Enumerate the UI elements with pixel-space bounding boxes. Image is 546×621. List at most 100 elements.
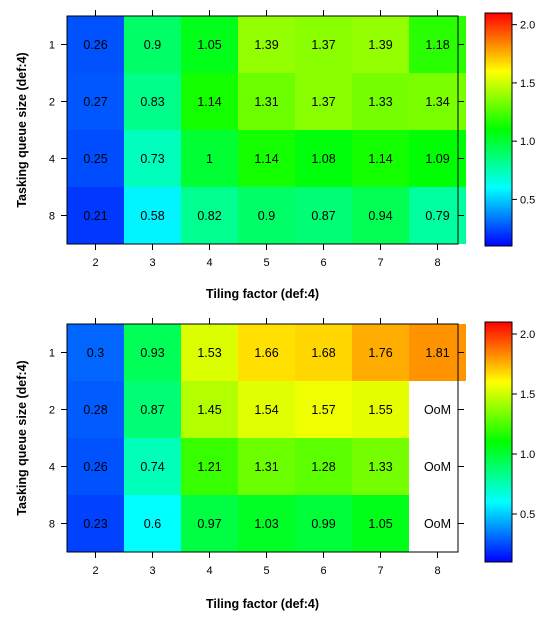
heatmap-cell <box>409 187 466 244</box>
cell-value-label: 1.55 <box>368 403 392 417</box>
cell-value-label: 1.09 <box>425 152 449 166</box>
cell-value-label: 1.37 <box>311 95 335 109</box>
cell-value-label: 1.33 <box>368 95 392 109</box>
cell-value-label: 0.3 <box>87 346 104 360</box>
cell-value-label: 1.08 <box>311 152 335 166</box>
heatmap-cell <box>409 324 466 381</box>
y-tick-label: 8 <box>49 211 55 223</box>
y-axis-label: Tasking queue size (def:4) <box>15 360 29 515</box>
heatmap-cell <box>181 381 238 438</box>
cell-value-label: 0.26 <box>83 460 107 474</box>
heatmap-cell <box>67 495 124 552</box>
heatmap-cell <box>295 130 352 187</box>
cell-value-label: 1.81 <box>425 346 449 360</box>
plot-frame <box>66 323 459 553</box>
cell-value-label: 0.28 <box>83 403 107 417</box>
cell-value-label: OoM <box>424 403 451 417</box>
colorbar-tick-label: 1.5 <box>520 78 535 90</box>
cell-value-label: 1.28 <box>311 460 335 474</box>
x-axis-label: Tiling factor (def:4) <box>206 287 319 301</box>
x-tick-label: 3 <box>149 257 155 269</box>
heatmap-cell <box>238 324 295 381</box>
heatmap-cell <box>409 73 466 130</box>
heatmap-cell <box>181 324 238 381</box>
heatmap-cell <box>352 16 409 73</box>
heatmap-cell <box>238 187 295 244</box>
heatmap-panel-1: 0.26 0.9 1.05 1.39 1.37 1.39 1.180.27 0.83 1.14 1… <box>15 10 535 301</box>
heatmap-cell <box>124 381 181 438</box>
cell-value-label: 0.87 <box>140 403 164 417</box>
heatmap-cell <box>181 73 238 130</box>
heatmap-cell <box>409 16 466 73</box>
heatmap-cell <box>67 16 124 73</box>
colorbar <box>484 321 513 563</box>
heatmap-cell <box>124 73 181 130</box>
cell-value-label: 1.31 <box>254 95 278 109</box>
heatmap-cell <box>238 16 295 73</box>
heatmap-cell <box>67 187 124 244</box>
heatmap-cell <box>124 130 181 187</box>
cell-value-label: 0.26 <box>83 38 107 52</box>
x-tick-label: 7 <box>377 257 383 269</box>
heatmap-cell <box>181 16 238 73</box>
cell-value-label: 0.21 <box>83 209 107 223</box>
heatmap-panel-2: 0.3 0.93 1.53 1.66 1.68 1.76 1.810.28 0.87 1.45 1… <box>15 318 535 611</box>
heatmap-cell <box>124 495 181 552</box>
heatmap-cell <box>67 381 124 438</box>
cell-value-label: 1.14 <box>368 152 392 166</box>
y-tick-label: 1 <box>49 40 55 52</box>
cell-value-label: 0.9 <box>258 209 275 223</box>
cell-value-label: 0.97 <box>197 517 221 531</box>
cell-value-label: 1 <box>206 152 213 166</box>
cell-value-label: 0.27 <box>83 95 107 109</box>
y-tick-label: 4 <box>49 154 55 166</box>
heatmap-cell <box>295 438 352 495</box>
heatmap-cell <box>409 438 466 495</box>
heatmap-cell <box>181 187 238 244</box>
heatmap-cell <box>295 187 352 244</box>
cell-value-label: 0.74 <box>140 460 164 474</box>
heatmap-cell <box>181 495 238 552</box>
x-tick-label: 3 <box>149 565 155 577</box>
cell-value-label: 1.33 <box>368 460 392 474</box>
cell-value-label: 0.25 <box>83 152 107 166</box>
heatmap-cell <box>124 16 181 73</box>
plot-frame <box>66 15 459 245</box>
y-tick-label: 1 <box>49 348 55 360</box>
cell-value-label: 1.53 <box>197 346 221 360</box>
x-tick-label: 2 <box>92 257 98 269</box>
cell-value-label: 1.68 <box>311 346 335 360</box>
cell-value-label: 1.34 <box>425 95 449 109</box>
colorbar-tick-label: 1.0 <box>520 449 535 461</box>
cell-value-label: 0.6 <box>144 517 161 531</box>
heatmap-cell <box>295 73 352 130</box>
cell-value-label: OoM <box>424 460 451 474</box>
cell-value-label: 1.03 <box>254 517 278 531</box>
colorbar-tick-label: 1.0 <box>520 136 535 148</box>
heatmap-cell <box>181 130 238 187</box>
cell-value-label: 1.31 <box>254 460 278 474</box>
cell-value-label: 1.05 <box>197 38 221 52</box>
cell-value-label: 0.87 <box>311 209 335 223</box>
colorbar-tick-label: 1.5 <box>520 389 535 401</box>
cell-value-label: 1.05 <box>368 517 392 531</box>
heatmap-cell <box>67 324 124 381</box>
cell-value-label: 1.37 <box>311 38 335 52</box>
heatmap-cell <box>352 130 409 187</box>
colorbar-tick-label: 2.0 <box>520 20 535 32</box>
colorbar-tick-label: 0.5 <box>520 509 535 521</box>
x-tick-label: 5 <box>263 257 269 269</box>
cell-value-label: 0.82 <box>197 209 221 223</box>
y-tick-label: 4 <box>49 462 55 474</box>
x-tick-label: 6 <box>320 565 326 577</box>
heatmap-cell <box>67 438 124 495</box>
cell-value-label: 0.99 <box>311 517 335 531</box>
heatmap-cell <box>352 495 409 552</box>
colorbar-tick-label: 0.5 <box>520 194 535 206</box>
heatmap-cell <box>295 16 352 73</box>
heatmap-cell <box>352 324 409 381</box>
x-tick-label: 8 <box>434 257 440 269</box>
y-tick-label: 2 <box>49 405 55 417</box>
heatmap-cell <box>295 495 352 552</box>
